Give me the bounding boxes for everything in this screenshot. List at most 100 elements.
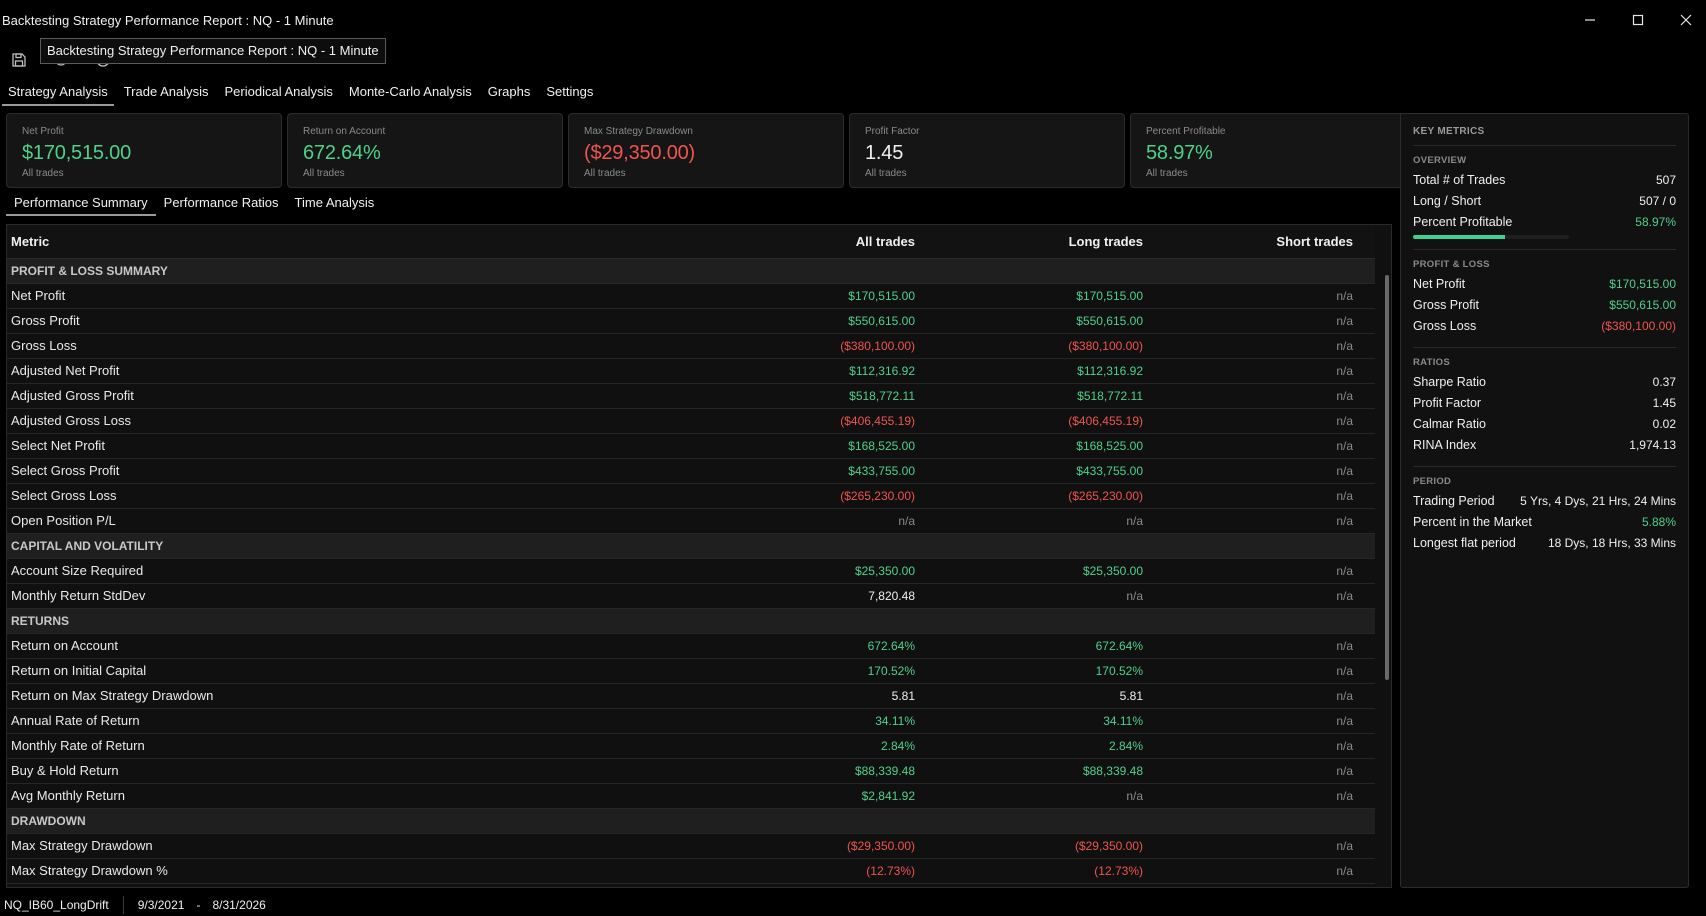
table-row[interactable]: Select Net Profit $168,525.00 $168,525.00 n…	[7, 433, 1375, 459]
table-row[interactable]: Adjusted Gross Profit $518,772.11 $518,772…	[7, 383, 1375, 409]
tab-monte-carlo-analysis[interactable]: Monte-Carlo Analysis	[348, 84, 472, 99]
table-row[interactable]: Gross Profit $550,615.00 $550,615.00 n/a	[7, 308, 1375, 334]
short-trades-value: n/a	[1165, 783, 1375, 809]
table-row[interactable]: Select Gross Profit $433,755.00 $433,755.0…	[7, 458, 1375, 484]
table-row[interactable]: Gross Loss ($380,100.00) ($380,100.00) n/a	[7, 333, 1375, 359]
tab-periodical-analysis[interactable]: Periodical Analysis	[224, 84, 333, 99]
tab-time-analysis[interactable]: Time Analysis	[294, 195, 375, 210]
group-divider	[1413, 466, 1676, 467]
header-long-trades[interactable]: Long trades	[937, 225, 1165, 259]
group-divider	[1413, 145, 1676, 146]
all-trades-value: $112,316.92	[707, 358, 937, 384]
tab-settings[interactable]: Settings	[546, 84, 594, 99]
minimize-button[interactable]	[1572, 8, 1608, 32]
maximize-button[interactable]	[1620, 8, 1656, 32]
table-row[interactable]: Net Profit $170,515.00 $170,515.00 n/a	[7, 283, 1375, 309]
table-row[interactable]: Return on Account 672.64% 672.64% n/a	[7, 633, 1375, 659]
long-trades-value: n/a	[937, 583, 1165, 609]
table-row[interactable]: Adjusted Net Profit $112,316.92 $112,316.9…	[7, 358, 1375, 384]
all-trades-value: $88,339.48	[707, 758, 937, 784]
metric-name: Gross Profit	[7, 308, 707, 334]
group-title-ratios: RATIOS	[1413, 357, 1450, 368]
metric-label: Long / Short	[1413, 194, 1482, 208]
metric-value: 507	[1655, 173, 1676, 187]
table-row[interactable]: Avg Monthly Return $2,841.92 n/a n/a	[7, 783, 1375, 809]
tab-graphs[interactable]: Graphs	[487, 84, 531, 99]
table-row[interactable]: Monthly Rate of Return 2.84% 2.84% n/a	[7, 733, 1375, 759]
short-trades-value: n/a	[1165, 508, 1375, 534]
metric-label: Profit Factor	[1413, 396, 1482, 410]
metric-row-longest-flat-period: Longest flat period 18 Dys, 18 Hrs, 33 Mi…	[1413, 533, 1676, 554]
metric-name: Adjusted Gross Loss	[7, 408, 707, 434]
kpi-subtitle: All trades	[22, 168, 64, 179]
table-row[interactable]: Return on Max Strategy Drawdown 5.81 5.81 n…	[7, 683, 1375, 709]
all-trades-value: 34.11%	[707, 708, 937, 734]
kpi-value: $170,515.00	[22, 142, 132, 164]
table-row[interactable]: Open Position P/L n/a n/a n/a	[7, 508, 1375, 534]
key-metrics-title: KEY METRICS	[1413, 126, 1485, 137]
vertical-scrollbar[interactable]	[1385, 275, 1389, 680]
table-row[interactable]: Monthly Return StdDev 7,820.48 n/a n/a	[7, 583, 1375, 609]
all-trades-value: $25,350.00	[707, 558, 937, 584]
table-row[interactable]: Account Size Required $25,350.00 $25,350.0…	[7, 558, 1375, 584]
section-title: DRAWDOWN	[7, 808, 1375, 834]
section-row-drawdown: DRAWDOWN	[7, 808, 1375, 834]
long-trades-value: 672.64%	[937, 633, 1165, 659]
kpi-value: 58.97%	[1146, 142, 1213, 164]
long-trades-value: $25,350.00	[937, 558, 1165, 584]
metric-name: Avg Monthly Return	[7, 783, 707, 809]
group-title-overview: OVERVIEW	[1413, 155, 1467, 166]
header-all-trades[interactable]: All trades	[707, 225, 937, 259]
minimize-icon	[1585, 19, 1595, 21]
tab-trade-analysis[interactable]: Trade Analysis	[123, 84, 209, 99]
table-row[interactable]: Return on Initial Capital 170.52% 170.52% n…	[7, 658, 1375, 684]
tab-performance-summary[interactable]: Performance Summary	[6, 194, 156, 216]
short-trades-value: n/a	[1165, 833, 1375, 859]
short-trades-value: n/a	[1165, 458, 1375, 484]
tab-performance-ratios[interactable]: Performance Ratios	[163, 195, 279, 210]
kpi-label: Profit Factor	[865, 126, 920, 137]
short-trades-value: n/a	[1165, 333, 1375, 359]
all-trades-value: (12.73%)	[707, 858, 937, 884]
short-trades-value: n/a	[1165, 558, 1375, 584]
kpi-label: Return on Account	[303, 126, 386, 137]
group-divider	[1413, 249, 1676, 250]
long-trades-value: $518,772.11	[937, 383, 1165, 409]
tab-strategy-analysis[interactable]: Strategy Analysis	[0, 82, 116, 106]
metric-value: 0.37	[1652, 375, 1676, 389]
section-title: RETURNS	[7, 608, 1375, 634]
table-row[interactable]: Select Gross Loss ($265,230.00) ($265,230.…	[7, 483, 1375, 509]
table-row[interactable]: Max Strategy Drawdown % (12.73%) (12.73%) n…	[7, 858, 1375, 884]
long-trades-value: $88,339.48	[937, 758, 1165, 784]
close-button[interactable]	[1668, 8, 1704, 32]
table-row[interactable]: Buy & Hold Return $88,339.48 $88,339.48 n/a	[7, 758, 1375, 784]
short-trades-value: n/a	[1165, 633, 1375, 659]
metric-name: Adjusted Net Profit	[7, 358, 707, 384]
kpi-subtitle: All trades	[865, 168, 907, 179]
all-trades-value: ($265,230.00)	[707, 483, 937, 509]
long-trades-value: ($265,230.00)	[937, 483, 1165, 509]
kpi-card-max-strategy-drawdown: Max Strategy Drawdown ($29,350.00) All tra…	[568, 113, 844, 188]
kpi-value: 1.45	[865, 142, 904, 164]
metric-name: Adjusted Gross Profit	[7, 383, 707, 409]
start-date: 9/3/2021	[137, 898, 185, 912]
header-metric[interactable]: Metric	[7, 225, 707, 259]
short-trades-value: n/a	[1165, 583, 1375, 609]
table-row[interactable]: Max Strategy Drawdown ($29,350.00) ($29,35…	[7, 833, 1375, 859]
metric-label: Sharpe Ratio	[1413, 375, 1486, 389]
table-row[interactable]: Annual Rate of Return 34.11% 34.11% n/a	[7, 708, 1375, 734]
long-trades-value: $112,316.92	[937, 358, 1165, 384]
percent-profitable-bar	[1413, 235, 1569, 239]
short-trades-value: n/a	[1165, 733, 1375, 759]
save-button[interactable]	[9, 50, 29, 70]
header-short-trades[interactable]: Short trades	[1165, 225, 1375, 259]
short-trades-value: n/a	[1165, 708, 1375, 734]
metric-name: Open Position P/L	[7, 508, 707, 534]
metric-name: Monthly Return StdDev	[7, 583, 707, 609]
table-row[interactable]: Adjusted Gross Loss ($406,455.19) ($406,45…	[7, 408, 1375, 434]
kpi-value: ($29,350.00)	[584, 142, 696, 164]
short-trades-value: n/a	[1165, 308, 1375, 334]
short-trades-value: n/a	[1165, 358, 1375, 384]
section-title: PROFIT & LOSS SUMMARY	[7, 258, 1375, 284]
metric-name: Select Net Profit	[7, 433, 707, 459]
